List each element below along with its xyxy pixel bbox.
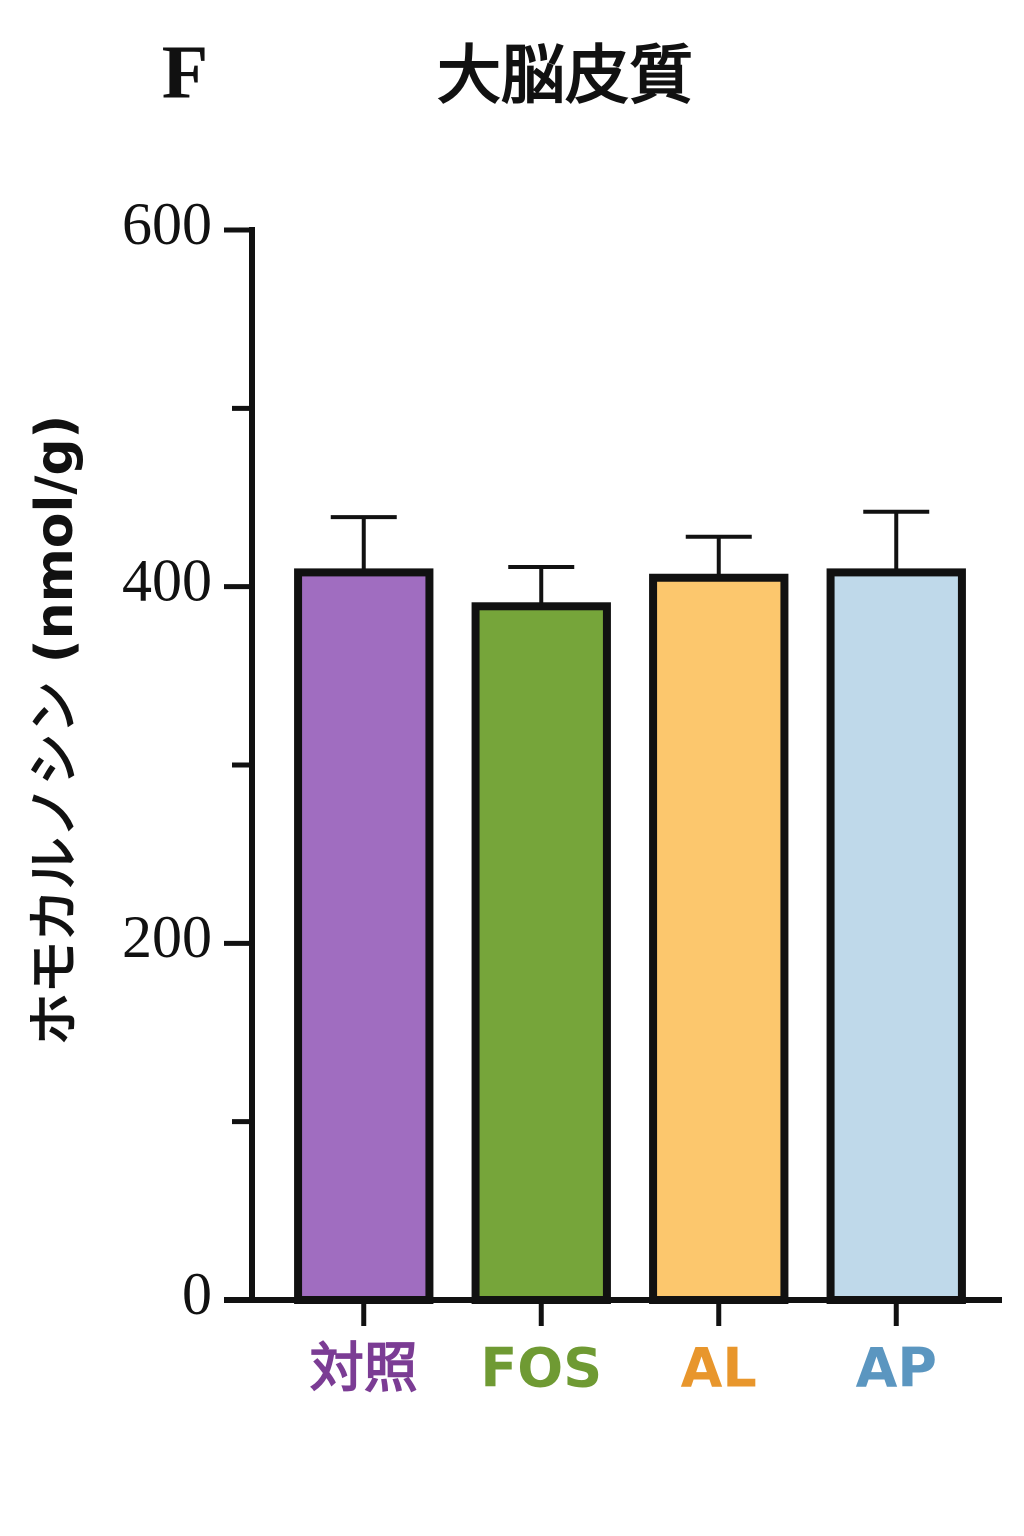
y-tick-label: 600 <box>122 191 212 257</box>
bar <box>649 573 789 1304</box>
bar <box>826 568 966 1304</box>
chart-title: 大脳皮質 <box>437 40 693 114</box>
x-tick-label: AL <box>681 1337 757 1400</box>
y-tick-label: 400 <box>122 547 212 613</box>
bar <box>471 602 611 1304</box>
x-tick-label: 対照 <box>310 1337 418 1400</box>
y-axis-label: ホモカルノシン (nmol/g) <box>25 415 85 1046</box>
bar <box>294 568 434 1304</box>
y-tick-label: 200 <box>122 904 212 970</box>
y-tick-label: 0 <box>182 1261 212 1327</box>
panel-label: F <box>162 30 208 114</box>
x-tick-label: AP <box>856 1337 937 1400</box>
x-tick-label: FOS <box>480 1337 602 1400</box>
